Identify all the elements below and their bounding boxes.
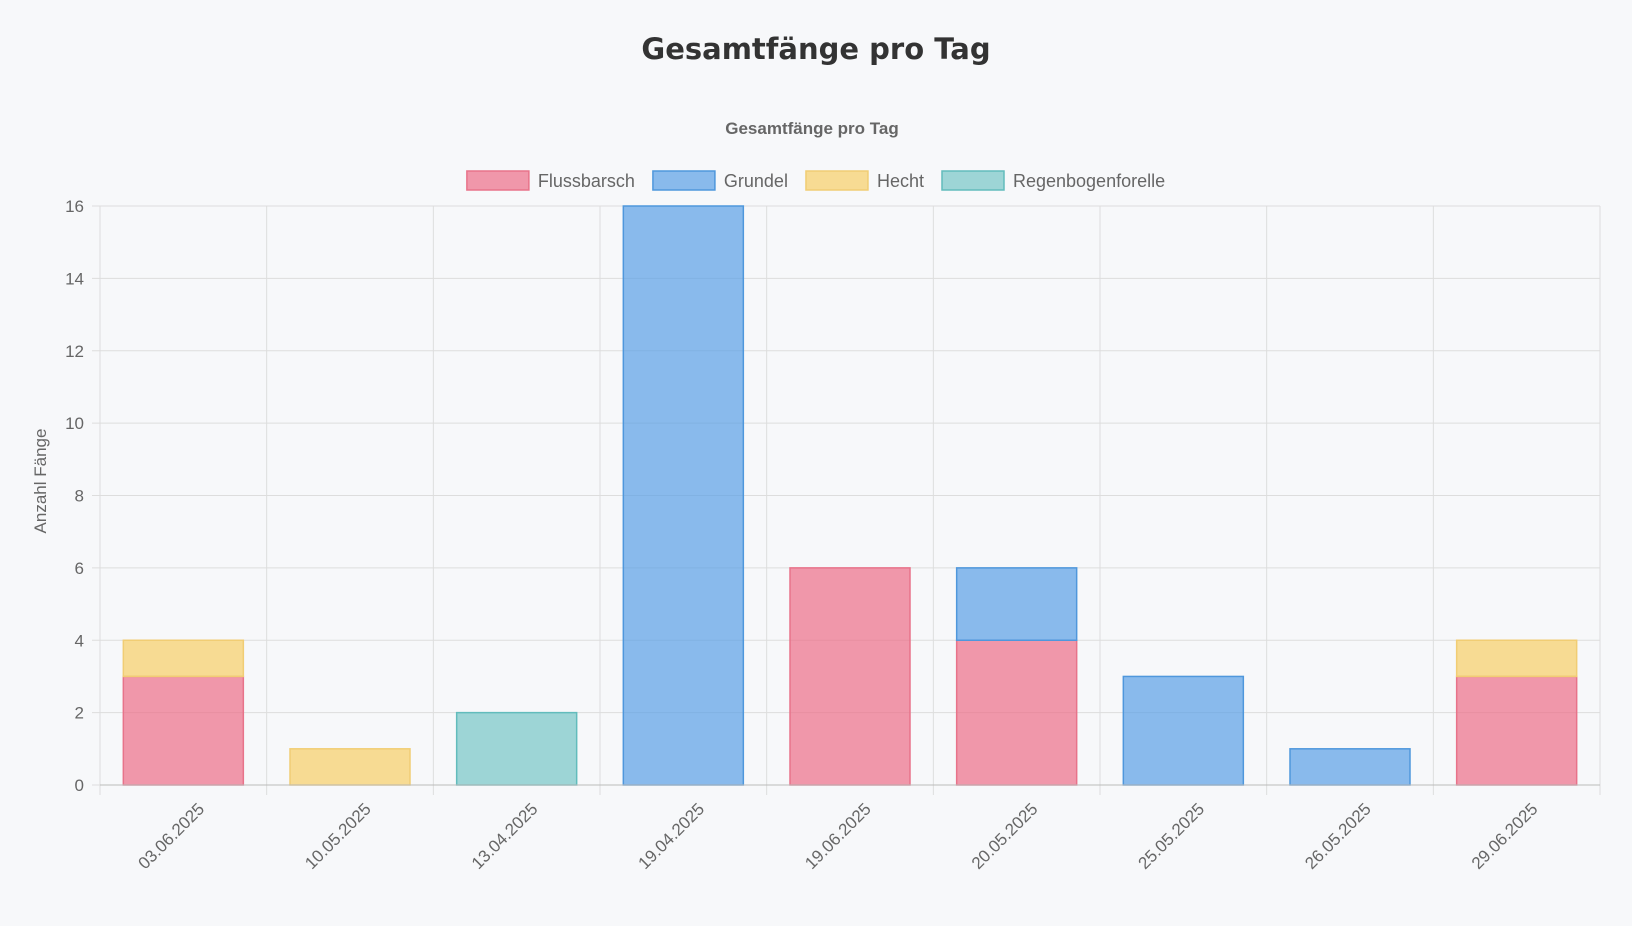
legend-label: Regenbogenforelle xyxy=(1013,171,1165,191)
legend: Flussbarsch Grundel Hecht Regenbogenforelle xyxy=(466,170,1165,191)
legend-label: Flussbarsch xyxy=(538,171,635,191)
bar-grundel[interactable] xyxy=(955,567,1078,641)
legend-item-grundel[interactable]: Grundel xyxy=(652,170,788,191)
legend-item-regenbogenforelle[interactable]: Regenbogenforelle xyxy=(941,170,1165,191)
x-tick-label: 29.06.2025 xyxy=(1468,799,1542,873)
bar-flussbarsch[interactable] xyxy=(955,639,1078,786)
bars xyxy=(122,205,1578,786)
y-tick-label: 2 xyxy=(75,704,84,723)
y-tick-label: 14 xyxy=(65,269,84,288)
y-tick-label: 8 xyxy=(75,487,84,506)
x-tick-label: 19.06.2025 xyxy=(801,799,875,873)
bar-hecht[interactable] xyxy=(122,639,245,678)
y-tick-label: 16 xyxy=(65,197,84,216)
bar-hecht[interactable] xyxy=(289,748,411,786)
x-tick-label: 13.04.2025 xyxy=(468,799,542,873)
chart-title: Gesamtfänge pro Tag xyxy=(725,119,899,138)
x-tick-label: 19.04.2025 xyxy=(635,799,709,873)
bar-regenbogenforelle[interactable] xyxy=(455,711,578,786)
legend-label: Grundel xyxy=(724,171,788,191)
bar-flussbarsch[interactable] xyxy=(122,675,245,786)
bar-flussbarsch[interactable] xyxy=(1455,675,1578,786)
y-tick-label: 10 xyxy=(65,414,84,433)
legend-label: Hecht xyxy=(877,171,924,191)
legend-swatch xyxy=(941,170,1005,191)
bar-grundel[interactable] xyxy=(1289,748,1411,786)
legend-swatch xyxy=(805,170,869,191)
y-axis-title: Anzahl Fänge xyxy=(31,429,50,534)
page-title: Gesamtfänge pro Tag xyxy=(641,32,991,66)
legend-item-hecht[interactable]: Hecht xyxy=(805,170,924,191)
bar-grundel[interactable] xyxy=(1122,675,1245,786)
x-tick-label: 26.05.2025 xyxy=(1301,799,1375,873)
x-tick-label: 25.05.2025 xyxy=(1135,799,1209,873)
legend-item-flussbarsch[interactable]: Flussbarsch xyxy=(466,170,635,191)
y-tick-label: 6 xyxy=(75,559,84,578)
bar-flussbarsch[interactable] xyxy=(789,567,911,786)
y-tick-label: 4 xyxy=(75,631,84,650)
bar-hecht[interactable] xyxy=(1455,639,1578,678)
x-tick-label: 20.05.2025 xyxy=(968,799,1042,873)
legend-swatch xyxy=(652,170,716,191)
y-tick-label: 0 xyxy=(75,776,84,795)
bar-grundel[interactable] xyxy=(622,205,745,786)
y-tick-label: 12 xyxy=(65,342,84,361)
x-tick-label: 10.05.2025 xyxy=(301,799,375,873)
legend-swatch xyxy=(466,170,530,191)
x-tick-label: 03.06.2025 xyxy=(135,799,209,873)
